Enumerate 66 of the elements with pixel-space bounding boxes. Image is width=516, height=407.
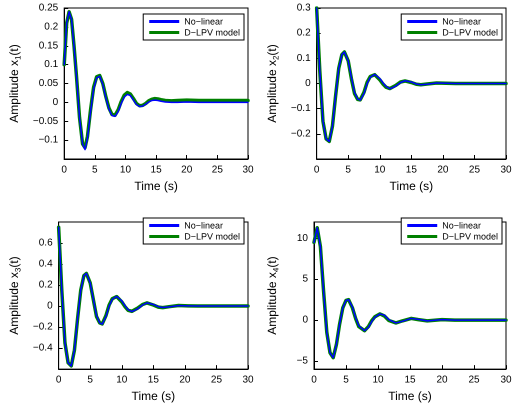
y-tick-label: 10 [296, 232, 308, 244]
y-tick-label: 0.1 [296, 52, 312, 64]
y-tick-label: 0.4 [38, 258, 54, 270]
y-tick-label: −5 [296, 355, 308, 366]
y-tick-label: 0.2 [38, 280, 54, 291]
x-tick-label: 15 [404, 374, 416, 386]
y-tick-label: 0.6 [38, 238, 54, 249]
x-tick-label: 10 [116, 374, 128, 386]
y-tick-label: −0.4 [32, 342, 54, 354]
y-tick-label: 0.3 [296, 2, 312, 14]
legend-label: D−LPV model [184, 232, 240, 242]
x-tick-label: 30 [242, 164, 254, 176]
x-tick-label: 5 [343, 374, 350, 386]
x-tick-label: 20 [437, 164, 449, 176]
x-tick-label: 25 [468, 164, 480, 176]
legend-label: D−LPV model [184, 28, 240, 38]
y-tick-label: 0 [305, 78, 312, 89]
y-tick-label: 0.2 [44, 21, 59, 32]
x-axis-title: Time (s) [390, 178, 434, 193]
x-tick-label: 25 [468, 374, 480, 386]
y-tick-label: 0 [302, 314, 308, 326]
x-tick-label: 5 [92, 164, 98, 176]
x-tick-label: 15 [406, 164, 418, 176]
x-tick-label: 30 [242, 374, 254, 386]
y-axis-title: Amplitude x3(t) [7, 256, 22, 335]
x-axis-title: Time (s) [388, 389, 432, 403]
x-tick-label: 10 [120, 164, 132, 176]
y-tick-label: 0 [47, 300, 54, 312]
x-axis-title: Time (s) [132, 389, 176, 403]
y-tick-label: 0.1 [44, 59, 59, 70]
y-tick-label: 0.25 [38, 2, 59, 14]
x-tick-label: 10 [372, 374, 384, 386]
y-tick-label: −0.1 [290, 103, 312, 114]
x-tick-label: 20 [181, 164, 193, 176]
y-tick-label: −0.2 [32, 322, 54, 333]
y-tick-label: 0.2 [296, 28, 312, 39]
x-tick-label: 0 [61, 164, 68, 176]
y-axis-title: Amplitude x1(t) [7, 44, 22, 123]
x-axis-title: Time (s) [134, 178, 178, 193]
x-tick-label: 5 [345, 164, 352, 176]
y-tick-label: 0.05 [38, 78, 59, 89]
x-tick-label: 10 [374, 164, 386, 176]
y-tick-label: 0 [52, 96, 59, 108]
x-tick-label: 25 [210, 374, 222, 386]
x-tick-label: 20 [436, 374, 448, 386]
y-tick-label: 5 [302, 274, 308, 285]
y-tick-label: −0.1 [38, 134, 59, 146]
y-tick-label: 0.15 [38, 40, 59, 52]
legend-label: No−linear [442, 220, 481, 230]
x-tick-label: 15 [148, 374, 160, 386]
x-tick-label: 30 [500, 164, 512, 176]
x-tick-label: 5 [87, 374, 94, 386]
x-tick-label: 20 [179, 374, 191, 386]
legend-label: No−linear [184, 220, 223, 230]
legend-label: D−LPV model [442, 232, 498, 242]
y-axis-title: Amplitude x4(t) [265, 256, 280, 335]
x-tick-label: 0 [314, 164, 320, 176]
legend-label: No−linear [442, 16, 481, 26]
legend-label: D−LPV model [442, 28, 498, 38]
x-tick-label: 30 [500, 374, 512, 386]
x-tick-label: 15 [150, 164, 162, 176]
y-axis-title: Amplitude x2(t) [265, 44, 280, 123]
legend-label: No−linear [184, 16, 223, 26]
y-tick-label: −0.05 [32, 116, 59, 127]
x-tick-label: 25 [212, 164, 224, 176]
y-tick-label: −0.2 [290, 128, 312, 140]
